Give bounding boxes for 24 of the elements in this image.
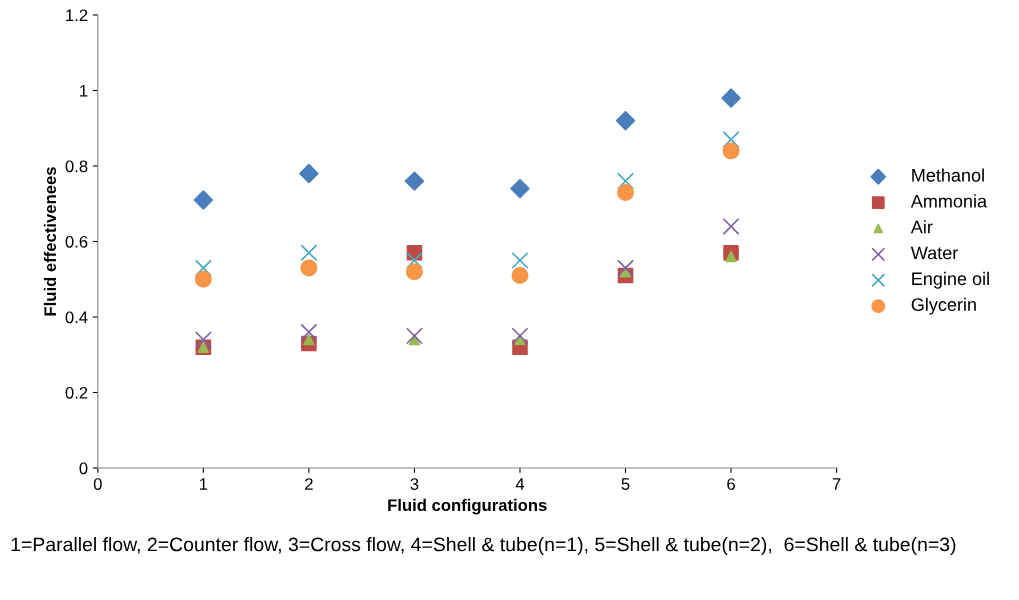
x-tick-label: 1 bbox=[200, 478, 208, 490]
legend-label: Ammonia bbox=[910, 194, 988, 208]
y-tick-label: 0.4 bbox=[65, 311, 88, 324]
x-tick-label: 4 bbox=[515, 478, 525, 490]
legend-label: Methanol bbox=[912, 168, 984, 182]
y-tick-label: 1.2 bbox=[66, 9, 88, 22]
y-axis-title: Fluid effectivenees bbox=[43, 167, 57, 316]
x-tick-label: 6 bbox=[727, 478, 735, 490]
legend-label: Engine oil bbox=[912, 271, 989, 289]
legend-label: Air bbox=[910, 220, 933, 234]
x-tick-label: 7 bbox=[832, 478, 841, 490]
x-tick-label: 5 bbox=[621, 478, 630, 490]
x-axis-title: Fluid configurations bbox=[388, 498, 547, 515]
y-tick-label: 0.8 bbox=[65, 160, 88, 173]
x-tick-label: 2 bbox=[305, 478, 313, 490]
y-tick-label: 1 bbox=[80, 85, 88, 97]
text: 1=Parallel flow, 2=Counter flow, 3=Cross flow, 4=Shell & tube(n=1), 5=Shell & tube(n=2), 6=Shell & tube(n=3) bbox=[11, 537, 956, 556]
x-tick-label: 0 bbox=[93, 478, 102, 490]
y-tick-label: 0 bbox=[79, 462, 88, 475]
x-tick-label: 3 bbox=[410, 478, 419, 490]
legend-label: Glycerin bbox=[911, 297, 976, 315]
y-tick-label: 0.6 bbox=[65, 235, 88, 248]
y-tick-label: 0.2 bbox=[65, 386, 88, 399]
legend-label: Water bbox=[910, 246, 958, 260]
